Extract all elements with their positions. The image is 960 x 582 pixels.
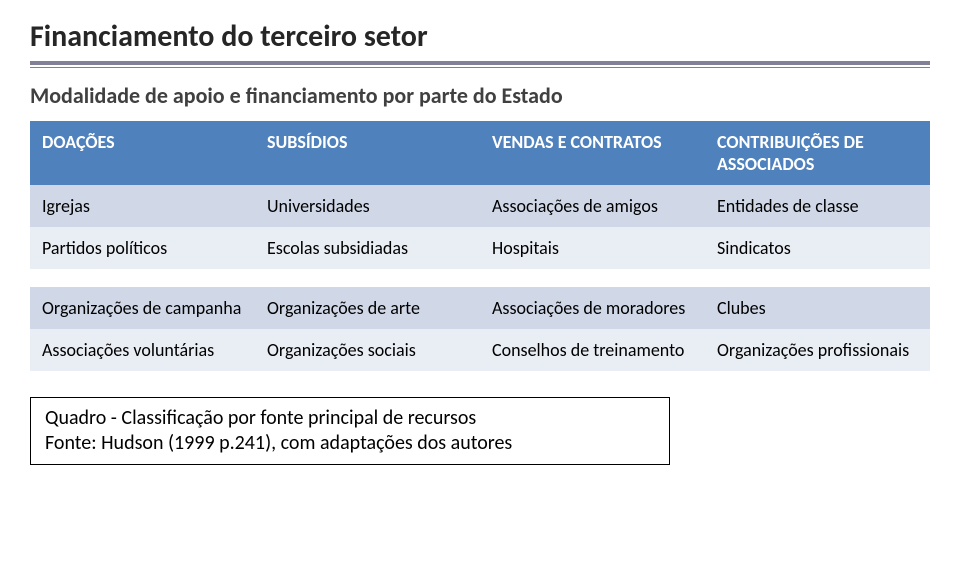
table-row: Partidos políticos Escolas subsidiadas H…: [30, 227, 930, 269]
column-header: VENDAS E CONTRATOS: [480, 121, 705, 185]
table-cell: Associações voluntárias: [30, 329, 255, 371]
table-row: Organizações de campanha Organizações de…: [30, 287, 930, 329]
table-cell: Organizações sociais: [255, 329, 480, 371]
caption-line1: Quadro - Classificação por fonte princip…: [45, 406, 655, 431]
table-gap: [30, 269, 930, 287]
page-title: Financiamento do terceiro setor: [30, 18, 930, 55]
subtitle: Modalidade de apoio e financiamento por …: [30, 82, 930, 109]
table-cell: Associações de amigos: [480, 185, 705, 227]
table-cell: Hospitais: [480, 227, 705, 269]
table-cell: Conselhos de treinamento: [480, 329, 705, 371]
table-cell: Associações de moradores: [480, 287, 705, 329]
classification-table-block2: Organizações de campanha Organizações de…: [30, 287, 930, 371]
caption-line2: Fonte: Hudson (1999 p.241), com adaptaçõ…: [45, 431, 655, 456]
classification-table: DOAÇÕES SUBSÍDIOS VENDAS E CONTRATOS CON…: [30, 121, 930, 269]
table-cell: Escolas subsidiadas: [255, 227, 480, 269]
column-header: SUBSÍDIOS: [255, 121, 480, 185]
table-cell: Clubes: [705, 287, 930, 329]
table-cell: Igrejas: [30, 185, 255, 227]
column-header: DOAÇÕES: [30, 121, 255, 185]
table-cell: Entidades de classe: [705, 185, 930, 227]
table-cell: Sindicatos: [705, 227, 930, 269]
table-cell: Organizações profissionais: [705, 329, 930, 371]
table-cell: Universidades: [255, 185, 480, 227]
table-header-row: DOAÇÕES SUBSÍDIOS VENDAS E CONTRATOS CON…: [30, 121, 930, 185]
table-row: Associações voluntárias Organizações soc…: [30, 329, 930, 371]
title-rule: [30, 61, 930, 68]
table-cell: Organizações de campanha: [30, 287, 255, 329]
table-cell: Partidos políticos: [30, 227, 255, 269]
caption-box: Quadro - Classificação por fonte princip…: [30, 397, 670, 465]
column-header: CONTRIBUIÇÕES DE ASSOCIADOS: [705, 121, 930, 185]
table-cell: Organizações de arte: [255, 287, 480, 329]
table-row: Igrejas Universidades Associações de ami…: [30, 185, 930, 227]
